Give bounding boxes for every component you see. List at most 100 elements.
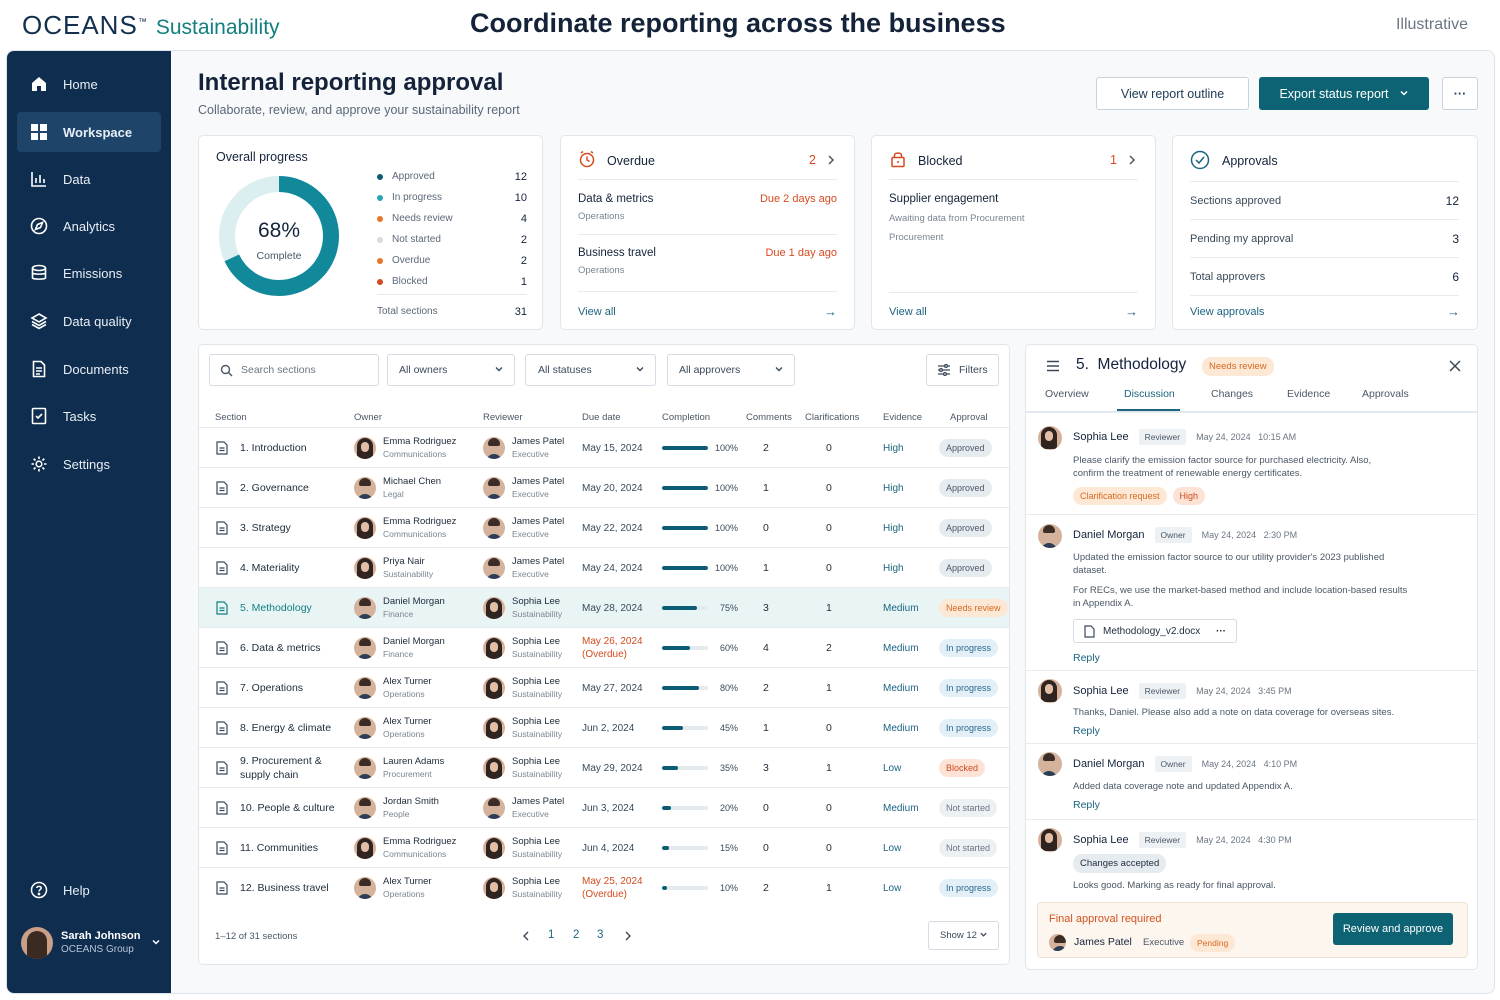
role-badge: Owner: [1154, 527, 1192, 543]
item-title: Supplier engagement: [889, 193, 999, 205]
owner-filter-select[interactable]: All owners: [387, 354, 515, 386]
view-all-link[interactable]: View all: [889, 306, 927, 318]
table-row[interactable]: 7. Operations Alex Turner Operations Sophia…: [199, 667, 1009, 707]
chevron-left-icon[interactable]: [521, 929, 531, 947]
section-name[interactable]: 9. Procurement & supply chain: [240, 755, 322, 781]
section-name[interactable]: 1. Introduction: [240, 442, 307, 454]
table-row[interactable]: 3. Strategy Emma Rodriguez Communications J…: [199, 507, 1009, 548]
sidebar-item-data-quality[interactable]: Data quality: [17, 301, 161, 341]
sidebar-item-help[interactable]: Help: [17, 870, 161, 910]
table-row[interactable]: 6. Data & metrics Daniel Morgan Finance Sop…: [199, 627, 1009, 667]
attachment-file[interactable]: Methodology_v2.docx ···: [1073, 619, 1237, 643]
more-dots-icon[interactable]: ···: [1216, 625, 1226, 637]
reviewer-role: Executive: [512, 569, 549, 579]
status-filter-select[interactable]: All statuses: [525, 354, 656, 386]
section-name[interactable]: 2. Governance: [240, 482, 309, 494]
table-row[interactable]: 12. Business travel Alex Turner Operations…: [199, 867, 1009, 907]
section-name[interactable]: 5. Methodology: [240, 602, 312, 614]
reviewer-cell: James Patel Executive: [483, 508, 564, 548]
overdue-item[interactable]: Business travel Operations Due 1 day ago: [578, 247, 837, 292]
section-name[interactable]: 10. People & culture: [240, 802, 335, 814]
review-and-approve-button[interactable]: Review and approve: [1333, 913, 1453, 945]
page-3-button[interactable]: 3: [597, 929, 604, 941]
document-icon: [216, 548, 228, 588]
avatar: [483, 437, 505, 459]
column-header-comments[interactable]: Comments: [746, 412, 792, 423]
user-profile[interactable]: Sarah Johnson OCEANS Group: [21, 921, 161, 965]
section-name[interactable]: 3. Strategy: [240, 522, 291, 534]
section-name[interactable]: 11. Communities: [240, 842, 319, 854]
page-2-button[interactable]: 2: [573, 929, 580, 941]
reviewer-name: Sophia Lee: [512, 676, 561, 687]
section-name[interactable]: 7. Operations: [240, 682, 304, 694]
reply-link[interactable]: Reply: [1073, 652, 1100, 664]
sidebar-item-home[interactable]: Home: [17, 64, 161, 104]
tab-approvals[interactable]: Approvals: [1362, 388, 1409, 400]
section-name[interactable]: 8. Energy & climate: [240, 722, 332, 734]
table-row[interactable]: 2. Governance Michael Chen Legal James Pate…: [199, 467, 1009, 507]
owner-name: Alex Turner: [383, 676, 432, 687]
evidence-level: High: [883, 482, 904, 494]
reply-link[interactable]: Reply: [1073, 725, 1100, 737]
close-icon[interactable]: [1449, 359, 1461, 377]
tab-evidence[interactable]: Evidence: [1287, 388, 1331, 400]
section-name[interactable]: 4. Materiality: [240, 562, 300, 574]
sidebar-item-analytics[interactable]: Analytics: [17, 206, 161, 246]
column-header-approval[interactable]: Approval: [950, 412, 988, 423]
sidebar-item-data[interactable]: Data: [17, 159, 161, 199]
column-header-clarifications[interactable]: Clarifications: [805, 412, 860, 423]
more-options-button[interactable]: ···: [1442, 77, 1478, 110]
page-size-select[interactable]: Show 12: [928, 921, 999, 950]
export-status-report-button[interactable]: Export status report: [1259, 77, 1429, 110]
tab-discussion[interactable]: Discussion: [1124, 388, 1175, 400]
total-sections: Total sections 31: [377, 305, 527, 318]
tab-overview[interactable]: Overview: [1045, 388, 1089, 400]
chevron-right-icon[interactable]: [1127, 153, 1137, 171]
table-row[interactable]: 11. Communities Emma Rodriguez Communicati…: [199, 827, 1009, 867]
column-header-evidence[interactable]: Evidence: [883, 412, 923, 423]
column-header-owner[interactable]: Owner: [354, 412, 382, 423]
table-row[interactable]: 1. Introduction Emma Rodriguez Communicati…: [199, 427, 1009, 467]
avatar: [1038, 524, 1062, 548]
chevron-right-icon[interactable]: [623, 929, 633, 947]
view-report-outline-button[interactable]: View report outline: [1096, 77, 1249, 110]
section-name[interactable]: 12. Business travel: [240, 882, 329, 894]
section-name[interactable]: 6. Data & metrics: [240, 642, 321, 654]
table-row[interactable]: 8. Energy & climate Alex Turner Operations…: [199, 707, 1009, 747]
sidebar-item-tasks[interactable]: Tasks: [17, 396, 161, 436]
table-row[interactable]: 5. Methodology Daniel Morgan Finance Sophia…: [199, 587, 1009, 627]
tab-changes[interactable]: Changes: [1211, 388, 1254, 400]
owner-role: People: [383, 809, 410, 819]
reviewer-role: Executive: [512, 449, 549, 459]
reply-link[interactable]: Reply: [1073, 799, 1100, 811]
filters-button[interactable]: Filters: [926, 354, 999, 386]
sidebar-item-emissions[interactable]: Emissions: [17, 253, 161, 293]
table-row[interactable]: 10. People & culture Jordan Smith People Ja…: [199, 787, 1009, 827]
blocked-item[interactable]: Supplier engagement Awaiting data from P…: [889, 193, 1138, 293]
arrow-right-icon[interactable]: →: [824, 304, 837, 319]
menu-icon[interactable]: [1046, 359, 1060, 377]
page-1-button[interactable]: 1: [548, 929, 555, 941]
sidebar-item-settings[interactable]: Settings: [17, 444, 161, 484]
owner-cell: Lauren Adams Procurement: [354, 748, 444, 788]
column-header-due-date[interactable]: Due date: [582, 412, 621, 423]
view-approvals-link[interactable]: View approvals: [1190, 306, 1265, 318]
arrow-right-icon[interactable]: →: [1125, 304, 1138, 319]
approver-filter-select[interactable]: All approvers: [667, 354, 795, 386]
table-row[interactable]: 9. Procurement & supply chain Lauren Adam…: [199, 747, 1009, 788]
approval-status-badge: In progress: [939, 679, 999, 697]
table-row[interactable]: 4. Materiality Priya Nair Sustainability Ja…: [199, 547, 1009, 588]
user-org: OCEANS Group: [61, 944, 134, 955]
arrow-right-icon[interactable]: →: [1447, 304, 1460, 319]
sidebar-item-workspace[interactable]: Workspace: [17, 112, 161, 152]
chevron-right-icon[interactable]: [826, 153, 836, 171]
overdue-item[interactable]: Data & metrics Operations Due 2 days ago: [578, 193, 837, 235]
column-header-section[interactable]: Section: [215, 412, 247, 423]
column-header-completion[interactable]: Completion: [662, 412, 711, 423]
comments-count: 2: [763, 682, 769, 694]
view-all-link[interactable]: View all: [578, 306, 616, 318]
column-header-reviewer[interactable]: Reviewer: [483, 412, 523, 423]
clock-icon: [578, 150, 596, 173]
search-input[interactable]: Search sections: [209, 354, 379, 386]
sidebar-item-documents[interactable]: Documents: [17, 349, 161, 389]
